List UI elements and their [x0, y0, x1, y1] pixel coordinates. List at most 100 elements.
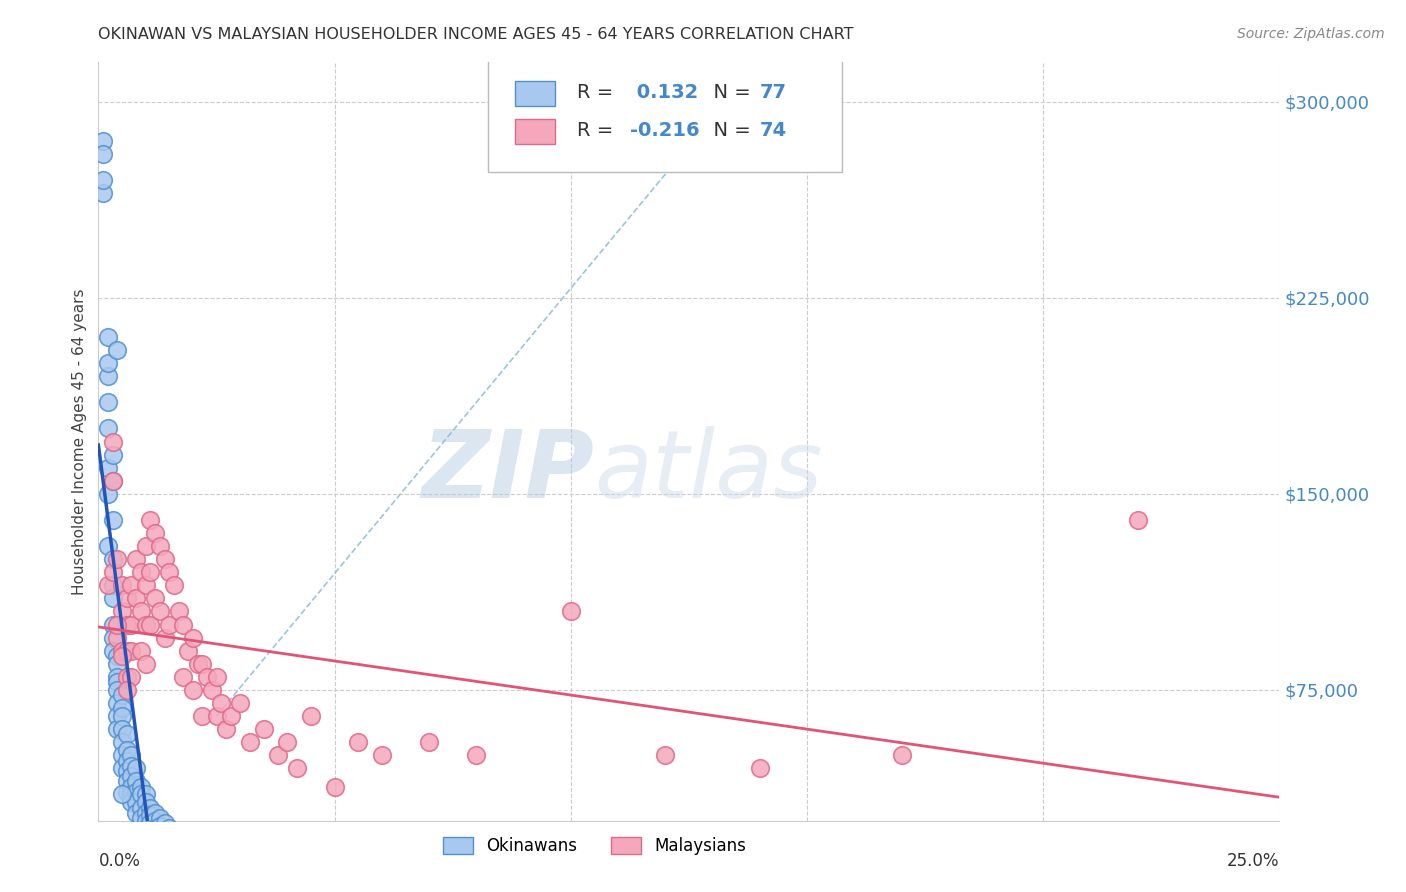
- Point: [97, 421, 120, 435]
- Text: -0.216: -0.216: [630, 121, 700, 140]
- Point: [101, 448, 124, 462]
- Point: [135, 617, 157, 632]
- Point: [465, 748, 488, 763]
- Point: [115, 754, 138, 768]
- Point: [209, 696, 232, 710]
- Point: [139, 513, 162, 527]
- Point: [101, 434, 124, 449]
- Point: [121, 578, 143, 592]
- Point: [129, 800, 152, 814]
- Point: [105, 648, 128, 663]
- Point: [115, 774, 138, 789]
- Point: [299, 709, 322, 723]
- Legend: Okinawans, Malaysians: Okinawans, Malaysians: [436, 830, 752, 862]
- Point: [149, 827, 172, 841]
- Point: [111, 748, 134, 763]
- Point: [748, 761, 770, 775]
- Point: [105, 682, 128, 697]
- Point: [191, 709, 214, 723]
- Point: [167, 605, 190, 619]
- Point: [115, 591, 138, 606]
- Point: [172, 670, 194, 684]
- Point: [172, 617, 194, 632]
- Point: [139, 566, 162, 580]
- Point: [253, 722, 276, 736]
- Point: [121, 780, 143, 794]
- Point: [135, 788, 157, 802]
- Point: [91, 186, 114, 201]
- Point: [121, 795, 143, 809]
- Point: [135, 578, 157, 592]
- Point: [229, 696, 252, 710]
- Point: [101, 631, 124, 645]
- Text: 0.0%: 0.0%: [98, 852, 141, 870]
- Point: [111, 648, 134, 663]
- Point: [560, 605, 582, 619]
- Point: [129, 788, 152, 802]
- Point: [121, 643, 143, 657]
- Point: [101, 474, 124, 488]
- Point: [105, 631, 128, 645]
- Point: [91, 173, 114, 187]
- Point: [129, 643, 152, 657]
- Y-axis label: Householder Income Ages 45 - 64 years: Householder Income Ages 45 - 64 years: [72, 288, 87, 595]
- Point: [139, 816, 162, 830]
- Point: [97, 369, 120, 384]
- Point: [149, 539, 172, 553]
- Point: [135, 805, 157, 820]
- Point: [129, 811, 152, 825]
- Point: [105, 709, 128, 723]
- Text: OKINAWAN VS MALAYSIAN HOUSEHOLDER INCOME AGES 45 - 64 YEARS CORRELATION CHART: OKINAWAN VS MALAYSIAN HOUSEHOLDER INCOME…: [98, 27, 853, 42]
- Point: [149, 819, 172, 833]
- Point: [115, 682, 138, 697]
- Point: [105, 670, 128, 684]
- Point: [129, 780, 152, 794]
- Point: [153, 552, 176, 566]
- Point: [111, 722, 134, 736]
- Point: [125, 785, 148, 799]
- Text: N =: N =: [700, 83, 756, 103]
- Point: [97, 330, 120, 344]
- Point: [101, 591, 124, 606]
- Point: [129, 605, 152, 619]
- Point: [101, 474, 124, 488]
- FancyBboxPatch shape: [516, 81, 555, 105]
- Point: [267, 748, 290, 763]
- Point: [195, 670, 218, 684]
- Point: [125, 805, 148, 820]
- Point: [101, 513, 124, 527]
- Point: [215, 722, 238, 736]
- Point: [157, 827, 180, 841]
- Point: [97, 460, 120, 475]
- Point: [105, 552, 128, 566]
- Point: [129, 566, 152, 580]
- Point: [135, 814, 157, 828]
- Point: [201, 682, 224, 697]
- Text: 77: 77: [759, 83, 787, 103]
- Point: [105, 617, 128, 632]
- FancyBboxPatch shape: [488, 59, 842, 172]
- Point: [143, 814, 166, 828]
- Text: 0.132: 0.132: [630, 83, 699, 103]
- Text: Source: ZipAtlas.com: Source: ZipAtlas.com: [1237, 27, 1385, 41]
- Point: [143, 822, 166, 836]
- Point: [153, 631, 176, 645]
- Point: [111, 709, 134, 723]
- Point: [135, 795, 157, 809]
- Point: [115, 785, 138, 799]
- Point: [121, 758, 143, 772]
- Point: [157, 617, 180, 632]
- Point: [111, 761, 134, 775]
- Point: [91, 134, 114, 148]
- Point: [205, 670, 228, 684]
- Point: [121, 670, 143, 684]
- Point: [115, 617, 138, 632]
- Point: [111, 788, 134, 802]
- Point: [181, 631, 204, 645]
- Point: [115, 764, 138, 778]
- Point: [890, 748, 912, 763]
- Point: [115, 643, 138, 657]
- Point: [239, 735, 262, 749]
- Point: [153, 824, 176, 838]
- Point: [97, 578, 120, 592]
